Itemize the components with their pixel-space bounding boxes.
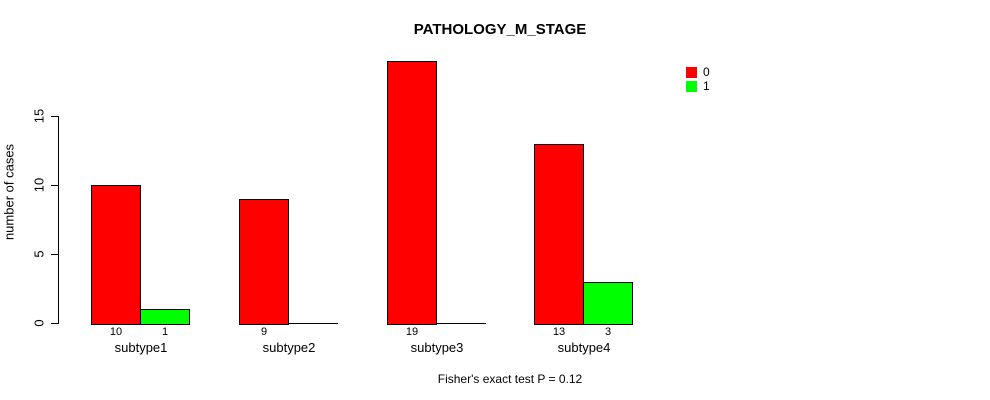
bar-subtype1-series1 — [140, 309, 190, 325]
bar-subtype1-series0 — [91, 185, 141, 325]
bar-value-label: 19 — [405, 326, 419, 338]
category-label-subtype4: subtype4 — [557, 340, 611, 355]
chart-title: PATHOLOGY_M_STAGE — [413, 21, 587, 38]
y-tick — [51, 116, 58, 117]
y-tick — [51, 185, 58, 186]
category-label-subtype3: subtype3 — [410, 340, 464, 355]
bar-subtype3-series0 — [387, 61, 437, 325]
category-label-subtype1: subtype1 — [114, 340, 168, 355]
bar-value-label: 3 — [604, 326, 612, 338]
legend-swatch — [686, 80, 697, 92]
legend-label: 0 — [703, 65, 710, 79]
stat-test-annotation: Fisher's exact test P = 0.12 — [437, 372, 583, 386]
legend-item-0: 0 — [686, 66, 710, 78]
y-tick-label: 10 — [31, 177, 47, 193]
bar-value-label: 1 — [161, 326, 169, 338]
y-tick — [51, 254, 58, 255]
y-tick-label: 5 — [31, 250, 47, 258]
y-tick — [51, 323, 58, 324]
bar-value-label: 10 — [109, 326, 123, 338]
bar-subtype2-series1-zero — [288, 323, 338, 324]
bar-subtype3-series1-zero — [436, 323, 486, 324]
bar-value-label: 9 — [260, 326, 268, 338]
category-label-subtype2: subtype2 — [262, 340, 316, 355]
bar-value-label: 13 — [552, 326, 566, 338]
y-tick-label: 0 — [31, 319, 47, 327]
bar-subtype4-series0 — [534, 144, 584, 325]
legend-label: 1 — [703, 79, 710, 93]
legend-swatch — [686, 66, 697, 78]
y-tick-label: 15 — [31, 108, 47, 124]
bar-subtype2-series0 — [239, 199, 289, 325]
bar-subtype4-series1 — [583, 282, 633, 325]
legend-item-1: 1 — [686, 80, 710, 92]
y-axis-line — [58, 116, 59, 324]
